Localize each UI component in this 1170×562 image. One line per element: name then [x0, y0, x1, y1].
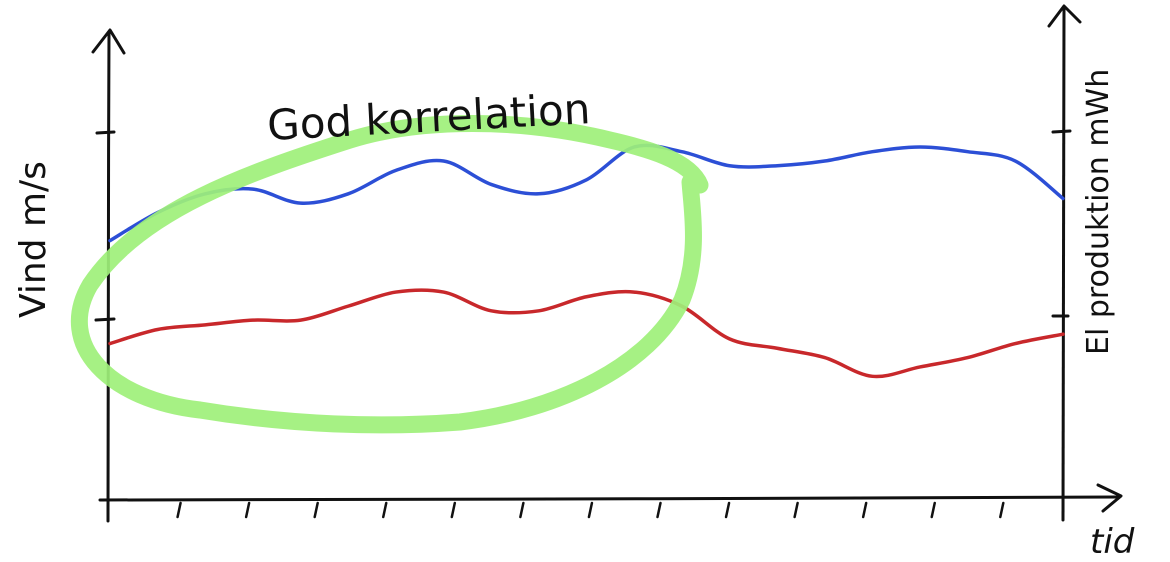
x-tick [999, 501, 1005, 519]
y-tick-right [1051, 129, 1072, 134]
y-tick-left [95, 130, 116, 135]
x-axis-label: tid [1090, 522, 1135, 562]
x-tick [519, 501, 525, 519]
x-tick [930, 501, 936, 519]
y-axis-left [106, 30, 111, 522]
x-tick [861, 501, 868, 519]
y-axis-right-arrowhead [1047, 4, 1082, 28]
x-axis [98, 495, 1120, 502]
y-tick-left [94, 317, 116, 322]
x-tick [450, 501, 457, 519]
y-axis-left-arrowhead [91, 28, 126, 55]
x-ticks [106, 501, 1005, 523]
series-line-blue [108, 143, 1065, 243]
x-tick [656, 501, 662, 519]
y-axis-left-label: Vind m/s [13, 161, 54, 318]
x-tick [724, 501, 731, 519]
highlight-loop [70, 115, 709, 434]
annotation-label: God korrelation [266, 84, 591, 150]
x-tick [793, 501, 799, 519]
x-axis-arrowhead [1096, 483, 1123, 513]
series-line-red [108, 288, 1065, 379]
x-tick [313, 501, 319, 519]
y-axis-right-label: El produktion mWh [1081, 69, 1116, 355]
x-tick [587, 501, 594, 519]
x-tick [381, 501, 388, 519]
x-tick [244, 501, 251, 519]
x-tick [176, 501, 182, 519]
y-axis-right [1061, 6, 1066, 522]
series-layer [108, 143, 1065, 379]
